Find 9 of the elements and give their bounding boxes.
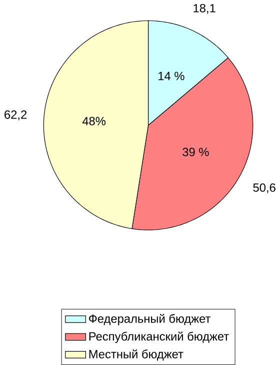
text: 39 %	[182, 148, 209, 156]
text: 14 %	[158, 72, 184, 80]
legend-label: Республиканский бюджет	[89, 332, 229, 343]
data-label: 62,2	[4, 110, 27, 120]
data-label: 50,6	[253, 183, 276, 194]
data-label: 18,1	[194, 4, 216, 14]
text: 48%	[82, 116, 106, 126]
legend-label: Местный бюджет	[89, 349, 184, 361]
legend-label: Федеральный бюджет	[89, 314, 211, 326]
